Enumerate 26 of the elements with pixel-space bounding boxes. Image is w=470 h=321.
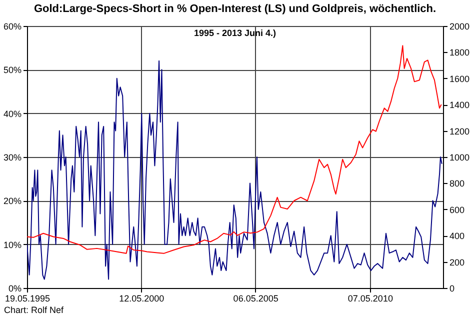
text: Chart: Rolf Nef: [4, 305, 64, 315]
y-tick-label: 60%: [3, 22, 22, 32]
y-tick-label: 30%: [3, 152, 22, 162]
x-tick-label: 12.05.2000: [119, 294, 164, 304]
line-series: [27, 45, 442, 254]
x-tick-label: 07.05.2010: [348, 294, 393, 304]
y2-tick-label: 0: [450, 284, 455, 294]
y2-tick-label: 1400: [450, 100, 470, 110]
y2-tick-label: 400: [450, 231, 465, 242]
y2-tick-label: 1600: [450, 74, 470, 84]
y2-tick-label: 1000: [450, 152, 470, 162]
line-series: [27, 60, 442, 280]
y-tick-label: 10%: [3, 240, 22, 250]
y-tick-label: 40%: [3, 108, 22, 119]
y2-tick-label: 2000: [450, 22, 470, 32]
y2-tick-label: 1800: [450, 48, 470, 58]
y-tick-label: 0%: [8, 284, 22, 294]
y-tick-label: 20%: [3, 196, 22, 206]
y-tick-label: 50%: [3, 65, 22, 76]
y2-tick-label: 800: [450, 178, 465, 189]
chart-title: Gold:Large-Specs-Short in % Open-Interest (LS) und Goldpreis, wöchentlich.: [34, 3, 436, 15]
y2-tick-label: 200: [450, 257, 465, 268]
y2-tick-label: 1200: [450, 126, 470, 136]
x-tick-label: 06.05.2005: [233, 294, 278, 304]
x-tick-label: 19.05.1995: [4, 294, 50, 304]
y2-tick-label: 600: [450, 204, 465, 215]
